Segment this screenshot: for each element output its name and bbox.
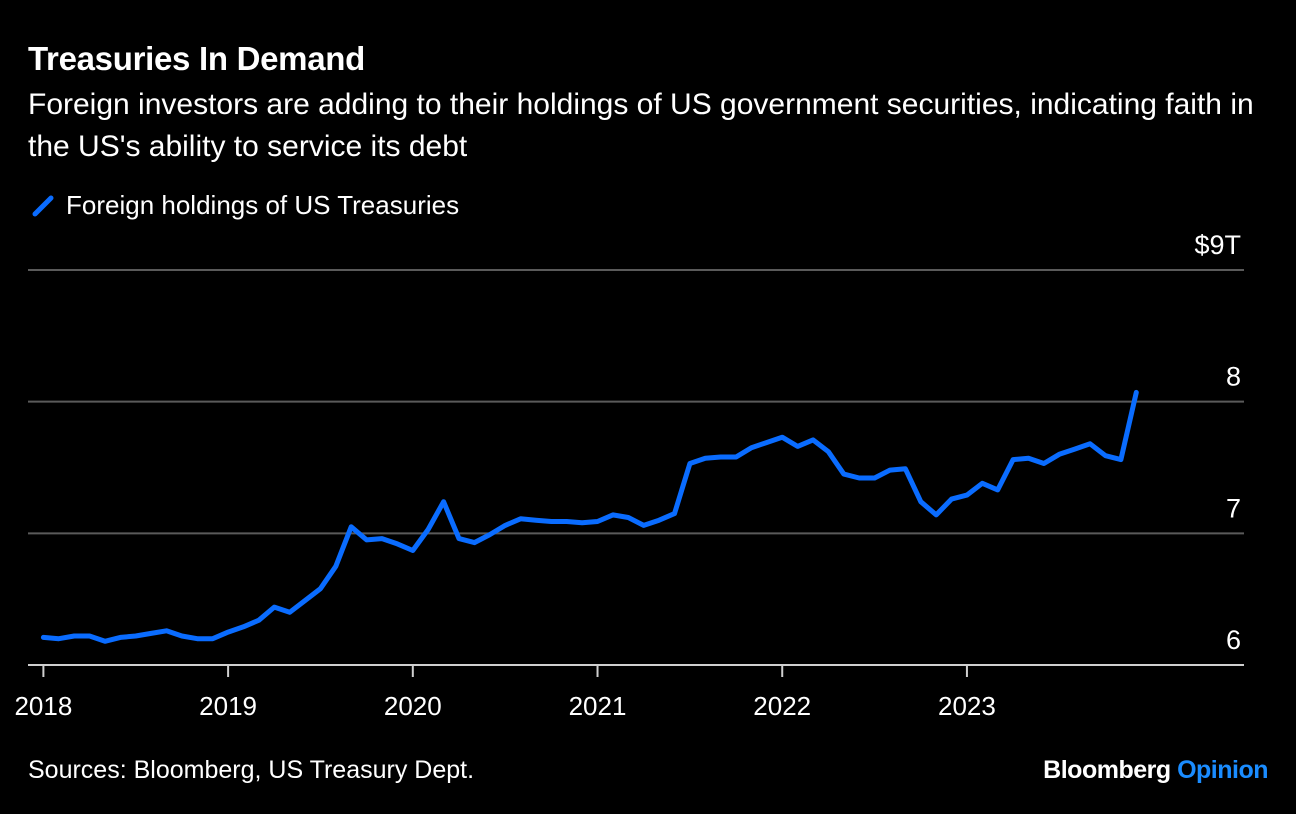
y-tick-label: 7 xyxy=(1226,493,1241,523)
x-tick-label: 2022 xyxy=(753,691,811,721)
chart-title: Treasuries In Demand xyxy=(28,40,365,77)
brand-logo: Bloomberg Opinion xyxy=(1043,756,1268,785)
legend-label: Foreign holdings of US Treasuries xyxy=(66,190,460,220)
source-note: Sources: Bloomberg, US Treasury Dept. xyxy=(28,756,475,784)
x-tick-label: 2021 xyxy=(569,691,627,721)
x-tick-label: 2019 xyxy=(199,691,257,721)
y-tick-label: 8 xyxy=(1226,362,1241,392)
brand-product: Opinion xyxy=(1177,756,1268,784)
chart-subtitle: Foreign investors are adding to their ho… xyxy=(28,88,1254,163)
x-tick-label: 2018 xyxy=(14,691,72,721)
x-tick-label: 2023 xyxy=(938,691,996,721)
legend-swatch xyxy=(32,195,54,216)
y-tick-label: $9T xyxy=(1194,230,1241,260)
y-tick-label: 6 xyxy=(1226,625,1241,655)
series-line xyxy=(40,389,1139,644)
legend: Foreign holdings of US Treasuries xyxy=(32,190,459,221)
x-tick-label: 2020 xyxy=(384,691,442,721)
brand-name: Bloomberg xyxy=(1043,756,1171,784)
